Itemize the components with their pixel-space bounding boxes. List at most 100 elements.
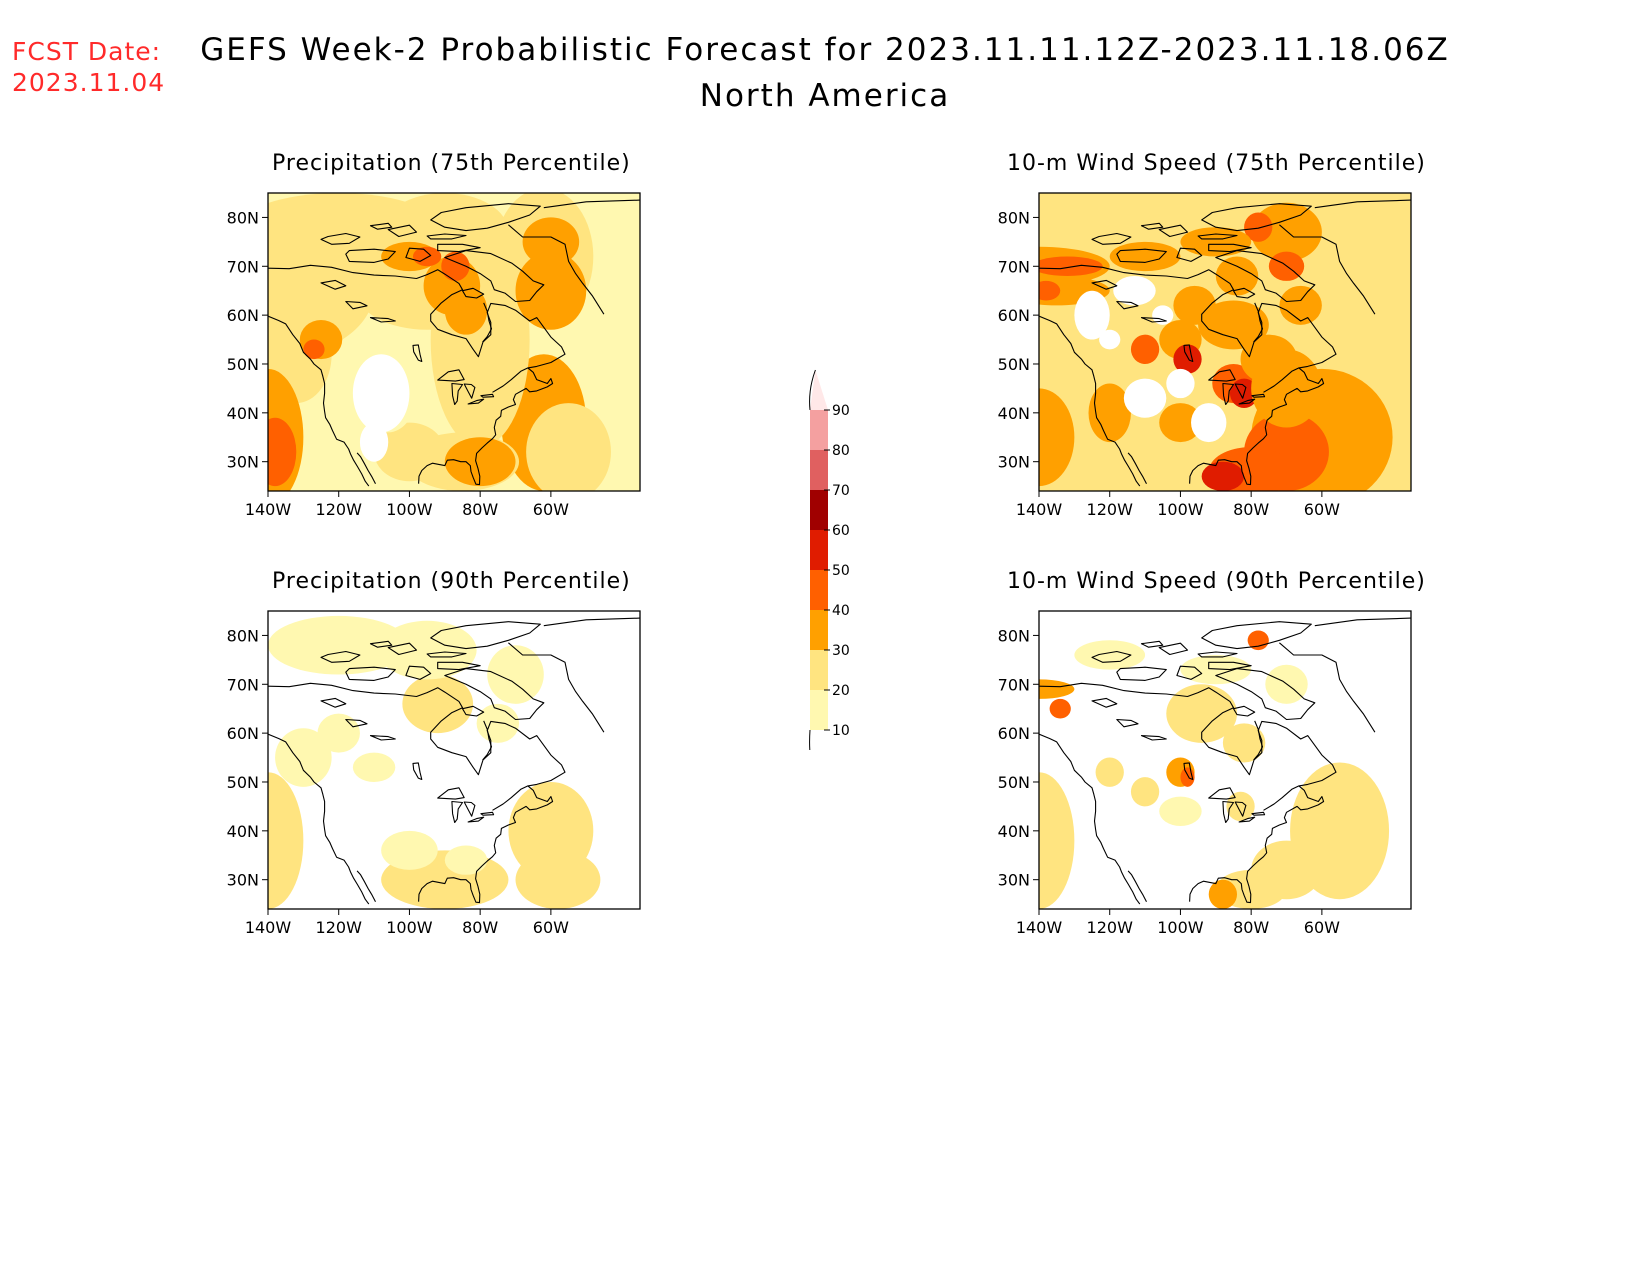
- shading-region: [1123, 378, 1167, 418]
- shading-region: [1173, 344, 1202, 374]
- lat-label: 30N: [998, 871, 1030, 890]
- lat-label: 50N: [227, 355, 259, 374]
- coastline: [1039, 682, 1337, 904]
- lake-outline: [1183, 762, 1194, 781]
- lon-label: 60W: [1304, 918, 1340, 937]
- island-outline: [1116, 248, 1167, 263]
- coastline: [356, 870, 376, 902]
- lake-outline: [463, 383, 476, 399]
- lake-outline: [1251, 393, 1266, 398]
- shading-region: [1159, 796, 1202, 826]
- shading-region: [1244, 212, 1273, 242]
- shading-region: [275, 728, 332, 787]
- lake-outline: [1234, 383, 1247, 399]
- lat-label: 70N: [998, 675, 1030, 694]
- colorbar-segment: [810, 570, 828, 610]
- lat-label: 80N: [998, 626, 1030, 645]
- coastline: [1279, 642, 1376, 733]
- island-outline: [444, 250, 545, 303]
- coastline: [482, 302, 493, 343]
- island-outline: [1116, 666, 1167, 681]
- shading-region: [444, 437, 516, 487]
- lake-outline: [369, 317, 396, 323]
- lat-label: 80N: [227, 626, 259, 645]
- lon-label: 60W: [533, 500, 569, 519]
- lake-outline: [1091, 279, 1118, 290]
- lat-label: 60N: [998, 724, 1030, 743]
- colorbar-label: 30: [832, 643, 850, 659]
- shading-region: [1166, 368, 1195, 399]
- colorbar-label: 40: [832, 603, 850, 619]
- lon-label: 120W: [316, 500, 363, 519]
- lake-outline: [451, 800, 464, 824]
- shading-region: [1088, 383, 1131, 443]
- lon-label: 80W: [462, 500, 498, 519]
- coastline: [1127, 452, 1147, 484]
- shading-region: [1198, 300, 1269, 350]
- lake-outline: [1140, 317, 1167, 323]
- lat-label: 70N: [998, 257, 1030, 276]
- lake-outline: [1091, 697, 1118, 708]
- island-outline: [426, 233, 467, 240]
- island-outline: [1232, 705, 1256, 717]
- island-outline: [1208, 661, 1252, 671]
- lake-outline: [412, 762, 423, 781]
- shading-region: [1095, 757, 1124, 787]
- shading-region: [268, 417, 297, 487]
- shading-region: [1130, 777, 1160, 807]
- island-outline: [1176, 247, 1203, 262]
- lake-outline: [1251, 811, 1266, 816]
- colorbar-outline: [809, 369, 816, 411]
- shading-region: [1251, 202, 1322, 262]
- panel-title-wind-75: 10-m Wind Speed (75th Percentile): [1007, 151, 1426, 176]
- colorbar-segment: [810, 490, 828, 530]
- lake-outline: [1222, 800, 1235, 824]
- map-wind-75: 80N 70N 60N 50N 40N 30N 140W 120W 100W 80W 60W: [998, 192, 1412, 519]
- coastline: [508, 224, 605, 315]
- lat-label: 40N: [998, 404, 1030, 423]
- lake-outline: [467, 398, 485, 405]
- lat-label: 80N: [998, 208, 1030, 227]
- colorbar-segment: [810, 530, 828, 570]
- colorbar-segment: [810, 610, 828, 650]
- lake-outline: [451, 382, 464, 406]
- lake-outline: [1183, 344, 1194, 363]
- lake-outline: [1140, 735, 1167, 741]
- shading-region: [1191, 403, 1227, 443]
- map-frame: [267, 192, 641, 492]
- lat-label: 70N: [227, 257, 259, 276]
- panel-title-wind-90: 10-m Wind Speed (90th Percentile): [1007, 569, 1426, 594]
- shading-region: [1109, 241, 1181, 272]
- coastline: [1039, 315, 1141, 487]
- lon-label: 120W: [316, 918, 363, 937]
- map-precip-75: 80N 70N 60N 50N 40N 30N 140W 120W 100W 80W 60W: [227, 192, 641, 519]
- lat-label: 50N: [998, 773, 1030, 792]
- shading-region: [1039, 256, 1103, 277]
- colorbar-label: 70: [832, 483, 850, 499]
- shading-region: [437, 679, 467, 709]
- colorbar: 10 20 30 40 50 60 70 80 90: [809, 369, 850, 750]
- shading-region: [1173, 285, 1216, 325]
- colorbar-segment: [810, 450, 828, 490]
- colorbar-segment: [810, 690, 828, 730]
- coastline: [1263, 785, 1300, 811]
- island-outline: [1176, 665, 1203, 680]
- shading-region: [1166, 684, 1238, 743]
- coastline: [543, 199, 640, 209]
- island-outline: [320, 232, 361, 245]
- island-outline: [1140, 222, 1164, 230]
- island-outline: [1201, 203, 1312, 232]
- island-outline: [1215, 250, 1316, 303]
- shading-region: [1039, 772, 1075, 909]
- island-outline: [345, 666, 396, 681]
- island-outline: [426, 651, 467, 658]
- lake-outline: [345, 718, 368, 728]
- shading-region: [1130, 334, 1160, 364]
- shading-region: [1222, 723, 1266, 763]
- island-outline: [1158, 224, 1189, 238]
- page-title: GEFS Week-2 Probabilistic Forecast for 2…: [0, 32, 1650, 68]
- lake-outline: [1116, 718, 1139, 728]
- lat-label: 50N: [227, 773, 259, 792]
- shading-region: [1099, 329, 1121, 350]
- colorbar-label: 80: [832, 443, 850, 459]
